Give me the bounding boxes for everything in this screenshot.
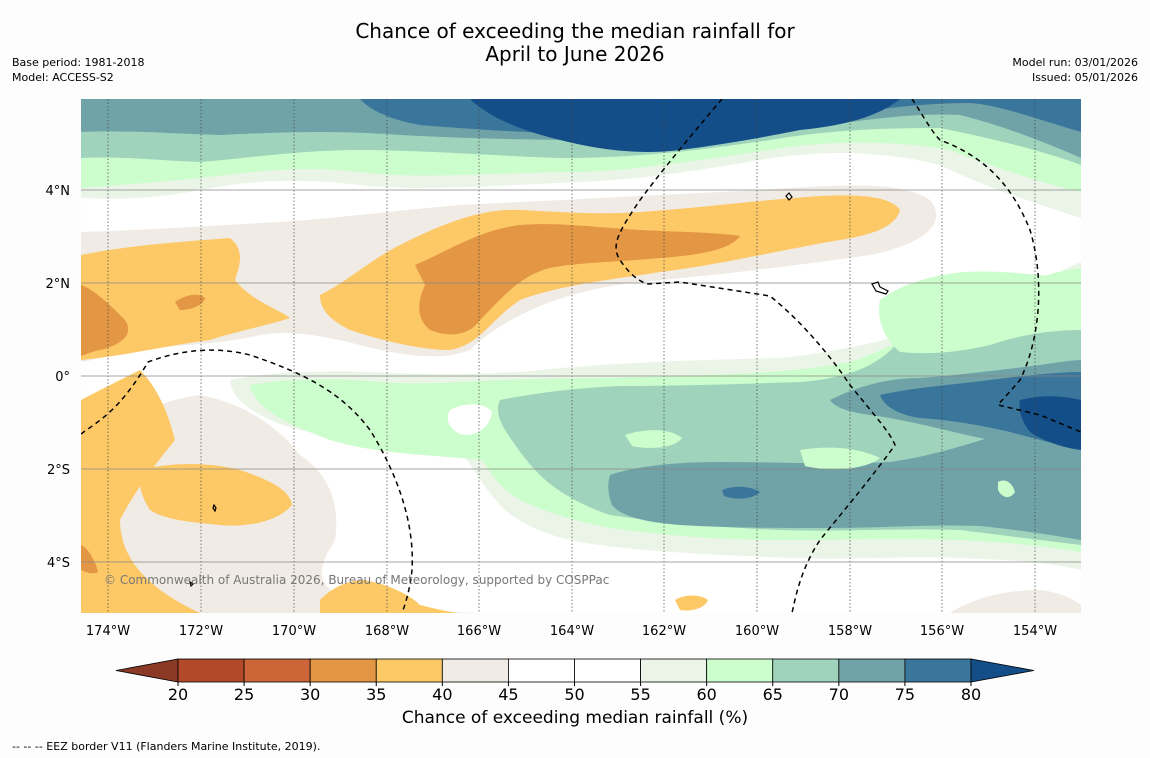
lon-labels: 174°W 172°W 170°W 168°W 166°W 164°W 162°W 160°W…: [86, 624, 1057, 639]
gridlines: [81, 99, 1081, 613]
island-south2: [189, 580, 194, 588]
field-gt80-north: [470, 99, 900, 152]
colorbar-segment: [772, 658, 840, 683]
island-south: [212, 503, 217, 513]
colorbar-segment: [904, 658, 972, 683]
lat-tick-label: 4°N: [46, 184, 71, 199]
field-35-40-dot: [675, 595, 708, 611]
colorbar: 20 25 30 35 40 45 50 55 60 65 70 75 80: [115, 658, 1035, 700]
meta-right: Model run: 03/01/2026 Issued: 05/01/2026: [1012, 55, 1138, 85]
meta-left: Base period: 1981-2018 Model: ACCESS-S2: [12, 55, 144, 85]
lat-tick-label: 0°: [55, 370, 70, 385]
field-gt80-east: [1019, 396, 1081, 450]
field-30-35-west: [81, 285, 129, 356]
colorbar-segment: [508, 658, 575, 683]
colorbar-tick-label: 70: [829, 685, 849, 700]
eez-border-central: [615, 99, 896, 613]
colorbar-tick-label: 60: [696, 685, 716, 700]
field-60-65-northeast: [879, 271, 1081, 354]
colorbar-tick-label: 75: [895, 685, 915, 700]
lat-tick-label: 2°N: [46, 277, 71, 292]
field-60-65-spot: [625, 430, 682, 448]
field-35-40-south: [81, 370, 200, 613]
island-north: [785, 192, 793, 201]
lon-tick-label: 172°W: [179, 624, 223, 639]
colorbar-tick-label: 30: [300, 685, 320, 700]
lon-tick-label: 158°W: [828, 624, 872, 639]
field-35-40-south2: [139, 464, 292, 526]
rainfall-map: © Commonwealth of Australia 2026, Bureau…: [46, 99, 1081, 700]
lon-tick-label: 156°W: [920, 624, 964, 639]
eez-borders: [81, 99, 1081, 613]
lon-tick-label: 164°W: [550, 624, 594, 639]
colorbar-segment: [838, 658, 906, 683]
colorbar-tick-label: 20: [168, 685, 188, 700]
islands: [189, 192, 889, 588]
lon-tick-label: 166°W: [457, 624, 501, 639]
colorbar-segment: [177, 658, 245, 683]
colorbar-segment: [640, 658, 708, 683]
eez-footer-note: -- -- -- EEZ border V11 (Flanders Marine…: [12, 740, 321, 753]
lon-tick-label: 162°W: [642, 624, 686, 639]
lat-labels: 4°N 2°N 0° 2°S 4°S: [46, 184, 71, 571]
map-title-line1: Chance of exceeding the median rainfall …: [355, 19, 795, 43]
lon-tick-label: 168°W: [365, 624, 409, 639]
lon-tick-label: 160°W: [735, 624, 779, 639]
field-40-45-se: [950, 590, 1081, 613]
lon-tick-label: 154°W: [1013, 624, 1057, 639]
colorbar-tick-label: 50: [564, 685, 584, 700]
lat-tick-label: 2°S: [47, 463, 70, 478]
field-45-50-island: [447, 404, 492, 435]
colorbar-extend-high: [970, 658, 1035, 683]
colorbar-tick-label: 40: [432, 685, 452, 700]
field-60-65-spot2: [800, 447, 880, 470]
base-period-text: Base period: 1981-2018: [12, 56, 145, 69]
field-75-80-spot: [722, 486, 760, 499]
eez-border-west: [81, 349, 414, 613]
lon-tick-label: 174°W: [86, 624, 130, 639]
field-35-40-south3: [320, 580, 460, 613]
eez-border-east: [911, 99, 1081, 433]
field-70-75-equator: [608, 426, 1081, 540]
lon-tick-label: 170°W: [272, 624, 316, 639]
lat-tick-label: 4°S: [47, 556, 70, 571]
map-field: [81, 99, 1081, 613]
colorbar-segment: [309, 658, 377, 683]
field-60-65-spot3: [998, 480, 1015, 498]
island-east: [871, 281, 889, 295]
colorbar-tick-label: 80: [961, 685, 981, 700]
colorbar-segment: [375, 658, 443, 683]
model-run-text: Model run: 03/01/2026: [1012, 56, 1138, 69]
colorbar-tick-label: 65: [763, 685, 783, 700]
colorbar-tick-label: 45: [498, 685, 518, 700]
model-text: Model: ACCESS-S2: [12, 71, 114, 84]
colorbar-tick-label: 55: [630, 685, 650, 700]
colorbar-title: Chance of exceeding median rainfall (%): [401, 708, 749, 728]
field-60-65-west: [305, 394, 385, 440]
issued-text: Issued: 05/01/2026: [1031, 71, 1138, 84]
field-30-35-small: [175, 294, 205, 310]
copyright-text: © Commonwealth of Australia 2026, Bureau…: [104, 573, 609, 587]
field-30-35-core: [415, 224, 740, 335]
colorbar-segment: [441, 658, 509, 683]
map-title-line2: April to June 2026: [485, 42, 665, 66]
colorbar-tick-label: 35: [366, 685, 386, 700]
colorbar-segment: [243, 658, 311, 683]
colorbar-tick-label: 25: [234, 685, 254, 700]
field-30-35-sw: [81, 545, 98, 574]
colorbar-segment: [706, 658, 774, 683]
colorbar-extend-low: [115, 658, 179, 683]
colorbar-segment: [574, 658, 641, 683]
